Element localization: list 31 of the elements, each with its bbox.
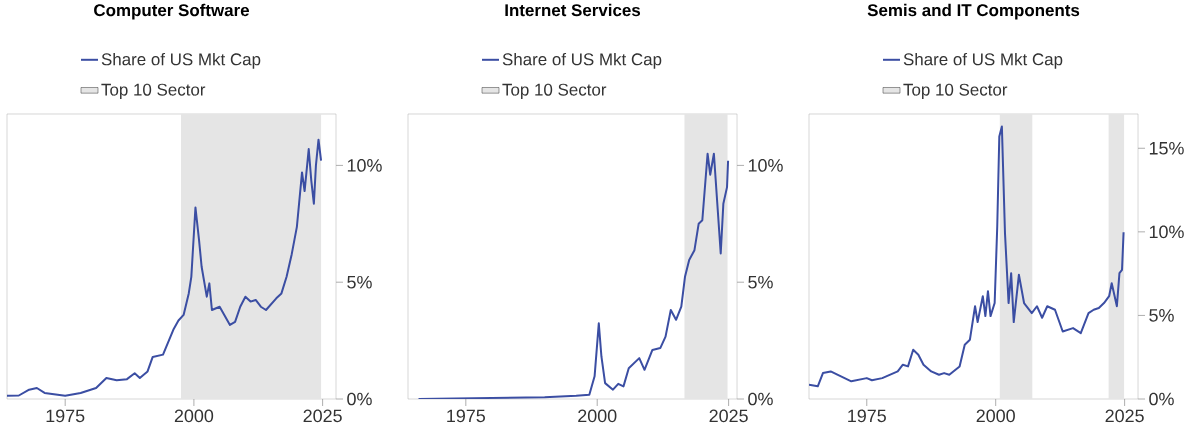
chart-title: Semis and IT Components <box>867 3 1080 20</box>
line-series <box>809 125 1125 388</box>
x-tick-label: 2000 <box>174 409 214 423</box>
x-tick-label: 1975 <box>447 409 485 423</box>
y-tick-label: 0% <box>347 392 372 406</box>
x-tick-label: 1975 <box>46 409 85 423</box>
line-series <box>7 138 323 397</box>
legend-label: Share of US Mkt Cap <box>903 52 1063 69</box>
x-tick-label: 2000 <box>578 409 617 423</box>
chart-title: Internet Services <box>505 3 641 17</box>
x-tick-label: 2025 <box>1105 409 1144 423</box>
legend-label: Top 10 Sector <box>502 83 607 100</box>
y-tick-label: 10% <box>748 159 783 172</box>
y-tick-label: 10% <box>1149 225 1184 239</box>
y-tick-label: 5% <box>748 275 773 289</box>
legend-label: Share of US Mkt Cap <box>502 52 662 69</box>
y-tick-label: 10% <box>347 159 382 172</box>
y-tick-label: 5% <box>1149 309 1174 322</box>
y-tick-label: 15% <box>1149 141 1184 155</box>
y-tick-label: 0% <box>1149 392 1174 406</box>
x-tick-label: 1975 <box>848 409 886 423</box>
x-tick-label: 2025 <box>709 409 748 423</box>
x-tick-label: 2000 <box>976 409 1015 423</box>
y-tick-label: 0% <box>748 392 773 406</box>
y-tick-label: 5% <box>347 275 372 289</box>
legend-label: Top 10 Sector <box>903 83 1008 100</box>
chart-title: Computer Software <box>94 3 250 20</box>
x-tick-label: 2025 <box>303 409 342 423</box>
legend-label: Share of US Mkt Cap <box>101 52 261 69</box>
line-series <box>417 152 730 399</box>
legend-label: Top 10 Sector <box>101 83 206 100</box>
